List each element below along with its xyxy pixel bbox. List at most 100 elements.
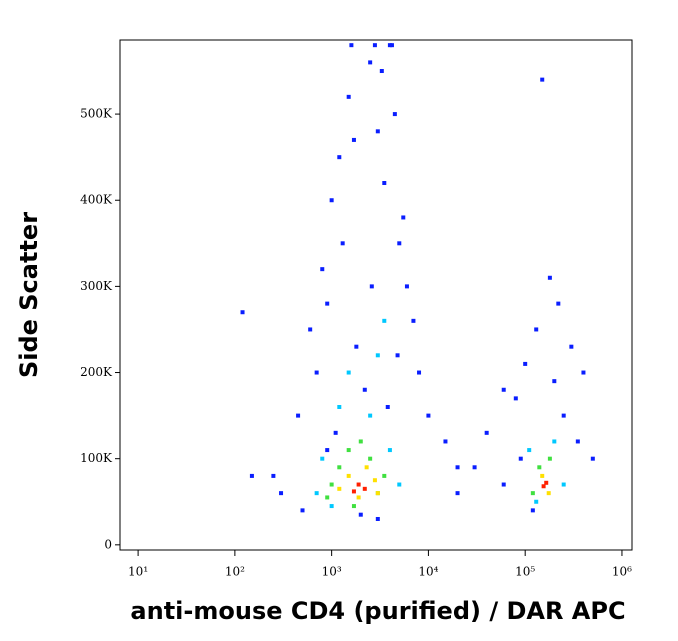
y-tick-label: 200K [80, 365, 113, 379]
data-point [314, 491, 319, 496]
data-point [349, 43, 354, 48]
data-point [541, 484, 546, 489]
data-point [346, 370, 351, 375]
data-point [372, 478, 377, 483]
data-point [501, 482, 506, 487]
data-point [325, 448, 330, 453]
data-point [375, 129, 380, 134]
y-axis-label: Side Scatter [15, 212, 43, 378]
y-tick-label: 100K [80, 451, 113, 465]
data-point [300, 508, 305, 513]
data-point [351, 504, 356, 509]
data-point [372, 43, 377, 48]
data-point [358, 439, 363, 444]
data-point [590, 456, 595, 461]
data-point [368, 456, 373, 461]
data-point [356, 495, 361, 500]
data-point [362, 486, 367, 491]
data-point [382, 318, 387, 323]
x-tick-label: 10⁵ [515, 565, 535, 579]
data-point [346, 473, 351, 478]
data-point [333, 430, 338, 435]
data-point [358, 512, 363, 517]
data-point [375, 516, 380, 521]
data-point [556, 301, 561, 306]
data-point [501, 387, 506, 392]
x-axis-label: anti-mouse CD4 (purified) / DAR APC [130, 597, 625, 625]
data-point [404, 284, 409, 289]
data-point [387, 448, 392, 453]
data-point [296, 413, 301, 418]
data-point [417, 370, 422, 375]
data-point [346, 94, 351, 99]
data-point [320, 267, 325, 272]
data-point [340, 241, 345, 246]
data-point [356, 482, 361, 487]
data-point [249, 473, 254, 478]
data-point [337, 155, 342, 160]
data-point [569, 344, 574, 349]
data-point [375, 491, 380, 496]
x-tick-label: 10³ [322, 565, 342, 579]
data-point [534, 327, 539, 332]
data-point [537, 465, 542, 470]
data-point [362, 387, 367, 392]
plot-frame [119, 39, 633, 551]
data-point [513, 396, 518, 401]
data-point [518, 456, 523, 461]
data-point [382, 181, 387, 186]
y-tick-label: 300K [80, 279, 113, 293]
data-point [547, 456, 552, 461]
data-point [561, 482, 566, 487]
data-point [484, 430, 489, 435]
data-point [329, 198, 334, 203]
data-point [552, 379, 557, 384]
data-point [368, 413, 373, 418]
data-point [385, 404, 390, 409]
x-tick-label: 10¹ [128, 565, 148, 579]
data-point [351, 137, 356, 142]
data-point [575, 439, 580, 444]
data-point [546, 491, 551, 496]
x-tick-label: 10⁶ [612, 565, 632, 579]
data-point [308, 327, 313, 332]
data-point [523, 361, 528, 366]
data-point [375, 353, 380, 358]
data-point [552, 439, 557, 444]
data-point [540, 473, 545, 478]
data-point [337, 486, 342, 491]
y-tick-label: 0 [104, 537, 112, 551]
data-point [279, 491, 284, 496]
data-point [369, 284, 374, 289]
data-point [354, 344, 359, 349]
data-point [540, 77, 545, 82]
data-point [547, 275, 552, 280]
data-point [397, 241, 402, 246]
data-point [389, 43, 394, 48]
data-point [395, 353, 400, 358]
data-point [392, 112, 397, 117]
data-point [530, 491, 535, 496]
data-point [544, 480, 549, 485]
x-tick-label: 10² [225, 565, 245, 579]
y-tick-label: 500K [80, 107, 113, 121]
data-point [240, 310, 245, 315]
data-point [320, 456, 325, 461]
data-point [329, 482, 334, 487]
data-point [351, 489, 356, 494]
data-point [426, 413, 431, 418]
data-point [329, 504, 334, 509]
data-point [530, 508, 535, 513]
data-point [368, 60, 373, 65]
data-point [527, 448, 532, 453]
data-point [364, 465, 369, 470]
data-point [561, 413, 566, 418]
data-point [401, 215, 406, 220]
data-point [397, 482, 402, 487]
data-point [325, 495, 330, 500]
data-point [337, 465, 342, 470]
data-point [387, 43, 392, 48]
data-point [271, 473, 276, 478]
data-point [455, 465, 460, 470]
